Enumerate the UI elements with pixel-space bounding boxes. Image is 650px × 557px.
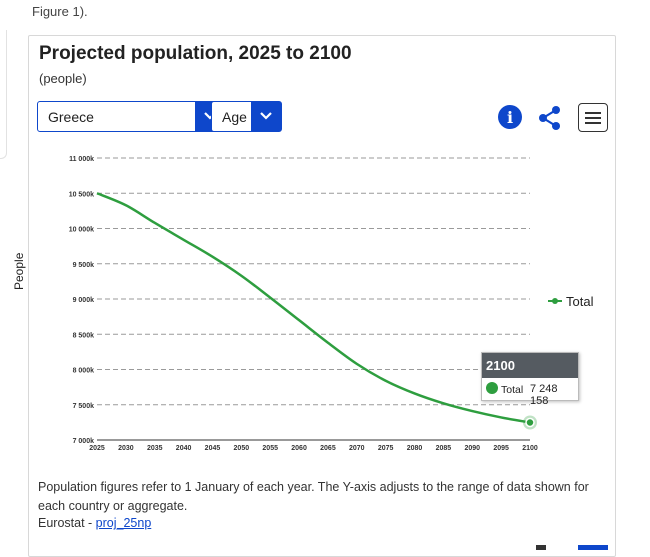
x-tick-label: 2055: [262, 445, 278, 452]
y-tick-label: 9 000k: [73, 297, 95, 304]
chart-card: Projected population, 2025 to 2100 (peop…: [28, 35, 616, 557]
source-prefix: Eurostat -: [38, 516, 96, 530]
x-tick-label: 2085: [436, 445, 452, 452]
y-tick-label: 9 500k: [73, 262, 95, 269]
x-tick-label: 2035: [147, 445, 163, 452]
chart-footnote: Population figures refer to 1 January of…: [38, 480, 589, 513]
x-tick-label: 2075: [378, 445, 394, 452]
age-select-value: Age: [222, 109, 247, 125]
age-select[interactable]: Age: [211, 101, 282, 132]
y-tick-label: 7 500k: [73, 403, 95, 410]
x-tick-label: 2090: [464, 445, 480, 452]
data-tooltip: 2100 Total 7 248 158: [481, 352, 579, 407]
tooltip-value: 7 248 158: [530, 383, 558, 407]
x-tick-label: 2100: [522, 445, 538, 452]
tooltip-series-name: Total: [501, 384, 524, 396]
grid-lines: [97, 157, 530, 406]
x-tick-label: 2040: [176, 445, 192, 452]
series-total: [96, 192, 537, 430]
x-tick-label: 2030: [118, 445, 134, 452]
y-tick-label: 10 000k: [69, 227, 94, 234]
x-tick-label: 2045: [205, 445, 221, 452]
info-icon: i: [506, 108, 514, 127]
x-tick-label: 2060: [291, 445, 307, 452]
page-intro-text: Figure 1).: [32, 4, 88, 19]
y-tick-label: 8 500k: [73, 332, 95, 339]
x-tick-label: 2070: [349, 445, 365, 452]
y-axis-label: People: [12, 252, 26, 290]
x-tick-label: 2025: [89, 445, 105, 452]
info-button[interactable]: i: [498, 105, 522, 129]
hamburger-icon: [585, 122, 601, 124]
chart-menu-button[interactable]: [578, 103, 608, 132]
x-tick-label: 2095: [493, 445, 509, 452]
series-line-total[interactable]: [96, 192, 531, 424]
share-icon: [539, 106, 560, 130]
share-button[interactable]: [537, 105, 563, 131]
tooltip-year: 2100: [486, 358, 515, 373]
source-dataset-link[interactable]: proj_25np: [95, 516, 152, 530]
source-line: Eurostat - proj_25np: [38, 516, 151, 530]
y-tick-label: 7 000k: [73, 438, 95, 445]
hamburger-icon: [585, 112, 601, 114]
x-tick-label: 2065: [320, 445, 336, 452]
y-tick-label: 10 500k: [69, 191, 94, 198]
chevron-down-icon: [251, 102, 281, 131]
eu-flag-fragment: [578, 545, 608, 550]
x-tick-label: 2050: [234, 445, 250, 452]
tooltip-series-dot: [486, 382, 498, 394]
legend[interactable]: Total: [548, 294, 594, 309]
y-tick-label: 8 000k: [73, 368, 95, 375]
legend-marker-icon: [552, 298, 558, 304]
data-point-2100[interactable]: [525, 417, 535, 428]
axes: 7 000k 7 500k 8 000k 8 500k 9 000k 9 500k 10 0…: [69, 156, 538, 452]
country-select-value: Greece: [48, 109, 94, 125]
chart-subtitle: (people): [39, 71, 87, 86]
hamburger-icon: [585, 117, 601, 119]
footer-logo-fragment: [536, 545, 546, 550]
legend-entry-total[interactable]: Total: [566, 294, 594, 309]
tooltip-header: 2100: [482, 353, 578, 378]
chart-title: Projected population, 2025 to 2100: [39, 43, 352, 64]
y-tick-label: 11 000k: [69, 156, 94, 163]
x-tick-label: 2080: [407, 445, 423, 452]
